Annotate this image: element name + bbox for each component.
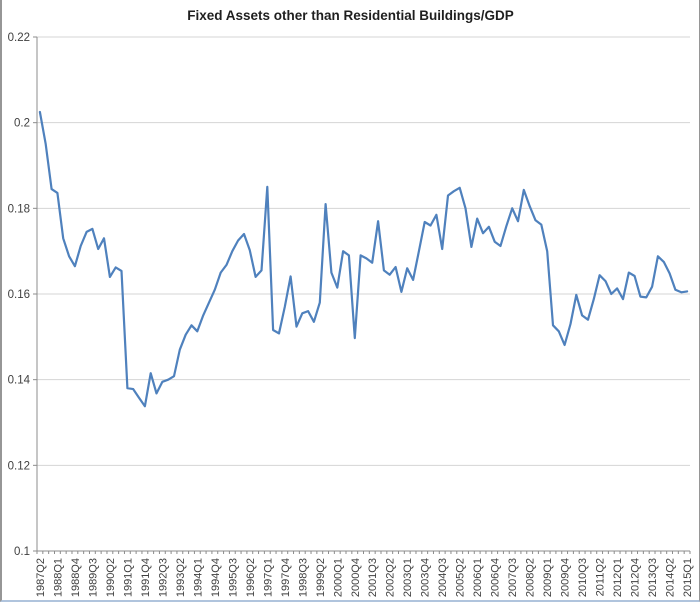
y-tick-label: 0.14 <box>8 375 31 387</box>
x-tick-label: 1988Q4 <box>70 558 82 597</box>
x-tick-label: 2000Q1 <box>332 558 344 597</box>
x-tick-label: 1996Q2 <box>245 558 257 597</box>
x-axis-ticks <box>36 551 691 554</box>
chart-title: Fixed Assets other than Residential Buil… <box>187 8 514 23</box>
x-tick-label: 2001Q3 <box>367 558 379 597</box>
x-tick-label: 2010Q3 <box>577 558 589 597</box>
x-tick-label: 1997Q1 <box>262 558 274 597</box>
x-tick-label: 1989Q3 <box>87 558 99 597</box>
x-tick-label: 2006Q4 <box>490 558 502 597</box>
x-tick-label: 2004Q3 <box>437 558 449 597</box>
data-series-line <box>38 110 689 408</box>
x-tick-label: 1990Q2 <box>105 558 117 597</box>
y-gridlines <box>37 36 690 552</box>
x-tick-label: 2012Q1 <box>612 558 624 597</box>
data-series <box>38 110 689 408</box>
x-tick-label: 2008Q2 <box>525 558 537 597</box>
x-tick-label: 2007Q3 <box>507 558 519 597</box>
y-tick-label: 0.1 <box>14 546 30 558</box>
x-tick-label: 1988Q1 <box>52 558 64 597</box>
x-tick-label: 2012Q4 <box>630 558 642 597</box>
x-tick-label: 2014Q2 <box>665 558 677 597</box>
x-tick-label: 2005Q2 <box>455 558 467 597</box>
x-tick-label: 1999Q2 <box>315 558 327 597</box>
x-tick-label: 2003Q4 <box>420 558 432 597</box>
x-tick-label: 2000Q4 <box>350 558 362 597</box>
x-tick-label: 1997Q4 <box>280 558 292 597</box>
x-tick-label: 2009Q4 <box>560 558 572 597</box>
x-tick-label: 1994Q1 <box>192 558 204 597</box>
y-axis-ticks <box>33 36 37 552</box>
x-axis-labels: 1987Q2 1988Q1 1988Q4 1989Q3 1990Q2 1991Q1 1991… <box>35 558 694 597</box>
x-tick-label: 2013Q3 <box>647 558 659 597</box>
x-tick-label: 1991Q4 <box>140 558 152 597</box>
x-tick-label: 2003Q1 <box>402 558 414 597</box>
x-tick-label: 1994Q4 <box>210 558 222 597</box>
x-tick-label: 1987Q2 <box>35 558 47 597</box>
x-tick-label: 1992Q3 <box>157 558 169 597</box>
y-tick-label: 0.12 <box>8 460 30 472</box>
x-tick-label: 1993Q2 <box>175 558 187 597</box>
x-tick-label: 2006Q1 <box>472 558 484 597</box>
x-tick-label: 2015Q1 <box>682 558 694 597</box>
x-tick-label: 1995Q3 <box>227 558 239 597</box>
x-tick-label: 1991Q1 <box>122 558 134 597</box>
x-tick-label: 2011Q2 <box>595 558 607 596</box>
y-axis-labels: 0.22 0.2 0.18 0.16 0.14 0.12 0.1 <box>8 32 31 558</box>
y-tick-label: 0.22 <box>8 32 30 44</box>
y-tick-label: 0.2 <box>14 118 30 130</box>
x-tick-label: 1998Q3 <box>297 558 309 597</box>
x-tick-label: 2009Q1 <box>542 558 554 597</box>
y-tick-label: 0.16 <box>8 289 30 301</box>
y-tick-label: 0.18 <box>8 203 30 215</box>
x-tick-label: 2002Q2 <box>385 558 397 597</box>
